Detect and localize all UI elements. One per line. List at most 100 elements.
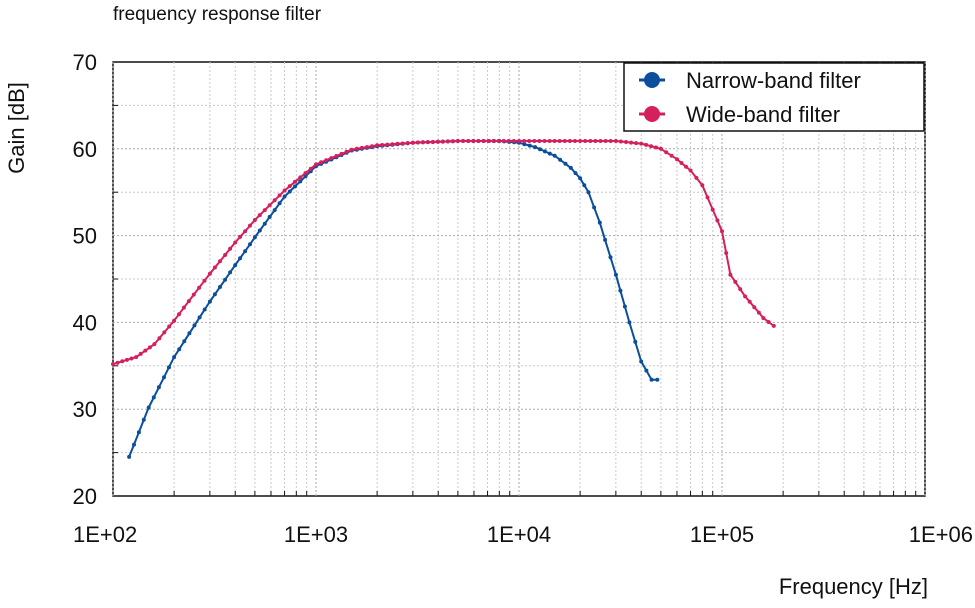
data-point [629, 140, 634, 145]
legend-label-wide-band: Wide-band filter [686, 102, 840, 127]
data-point [644, 142, 649, 147]
data-point [257, 213, 262, 218]
data-point [679, 161, 684, 165]
data-point [129, 356, 134, 361]
data-point [728, 272, 733, 277]
data-point [233, 240, 238, 245]
data-point [400, 141, 405, 146]
data-point [111, 362, 115, 367]
data-point [578, 139, 583, 143]
data-point [694, 175, 699, 180]
data-point [568, 165, 573, 170]
y-tick-labels: 20 30 40 50 60 70 [73, 50, 97, 509]
legend: Narrow-band filter Wide-band filter [623, 62, 925, 132]
data-point [496, 139, 501, 143]
data-point [522, 139, 527, 143]
data-point [277, 193, 282, 198]
data-point [134, 355, 139, 360]
data-point [649, 377, 654, 382]
data-point [146, 405, 151, 410]
data-point [622, 304, 627, 309]
data-point [563, 161, 568, 166]
data-point [532, 139, 537, 143]
data-point [138, 351, 143, 356]
data-point [586, 190, 591, 195]
data-point [303, 174, 308, 179]
data-point [425, 140, 430, 145]
data-point [752, 305, 757, 310]
data-point [552, 153, 557, 158]
data-point [547, 151, 552, 156]
legend-marker-wide-band [644, 106, 660, 122]
data-point [187, 331, 192, 336]
data-point [644, 368, 649, 373]
data-point [491, 139, 496, 143]
data-point [334, 154, 339, 158]
data-point [287, 184, 292, 189]
data-point [710, 207, 715, 212]
data-point [380, 143, 385, 147]
data-point [375, 143, 380, 148]
data-point [747, 299, 752, 304]
data-point [233, 263, 238, 268]
data-point [420, 140, 425, 145]
data-point [618, 288, 623, 293]
data-point [287, 189, 292, 194]
y-tick-label: 30 [73, 397, 97, 422]
data-point [197, 315, 202, 320]
data-point [277, 201, 282, 206]
data-point [212, 265, 217, 270]
data-point [395, 141, 400, 146]
data-point [167, 365, 171, 370]
data-point [293, 179, 297, 184]
data-point [124, 357, 129, 362]
data-point [511, 139, 516, 143]
data-point [223, 253, 228, 257]
x-tick-label: 1E+02 [73, 522, 137, 547]
legend-box [623, 62, 925, 132]
data-point [282, 188, 287, 193]
data-point [573, 139, 577, 143]
data-point [654, 145, 658, 150]
data-point [186, 299, 191, 304]
data-point [486, 139, 491, 143]
data-point [542, 149, 547, 154]
data-point [445, 139, 450, 144]
data-point [202, 278, 207, 283]
data-point [597, 220, 602, 225]
data-point [147, 345, 152, 350]
data-point [542, 139, 547, 143]
x-tick-labels: 1E+02 1E+03 1E+04 1E+05 1E+06 [73, 522, 973, 547]
data-point [522, 142, 527, 147]
data-point [738, 287, 743, 292]
data-point [440, 139, 445, 144]
data-point [141, 417, 146, 422]
data-point [243, 229, 248, 234]
data-point [592, 205, 597, 210]
data-point [324, 158, 329, 163]
data-point [172, 318, 177, 323]
data-point [248, 242, 252, 247]
data-point [197, 285, 202, 290]
data-point [319, 160, 324, 165]
data-point [177, 312, 181, 317]
legend-label-narrow-band: Narrow-band filter [686, 68, 861, 93]
data-point [639, 141, 644, 146]
data-point [461, 139, 465, 143]
data-point [293, 184, 297, 189]
legend-marker-narrow-band [644, 72, 660, 88]
data-point [127, 454, 132, 459]
data-point [655, 377, 660, 382]
data-point [573, 171, 578, 176]
y-tick-label: 50 [73, 224, 97, 249]
data-point [533, 145, 538, 150]
data-point [455, 139, 460, 143]
data-point [223, 277, 228, 282]
data-point [252, 218, 257, 222]
data-point [639, 359, 644, 364]
x-tick-label: 1E+05 [690, 522, 754, 547]
data-point [202, 307, 207, 312]
data-point [238, 256, 243, 261]
data-point [344, 149, 349, 154]
